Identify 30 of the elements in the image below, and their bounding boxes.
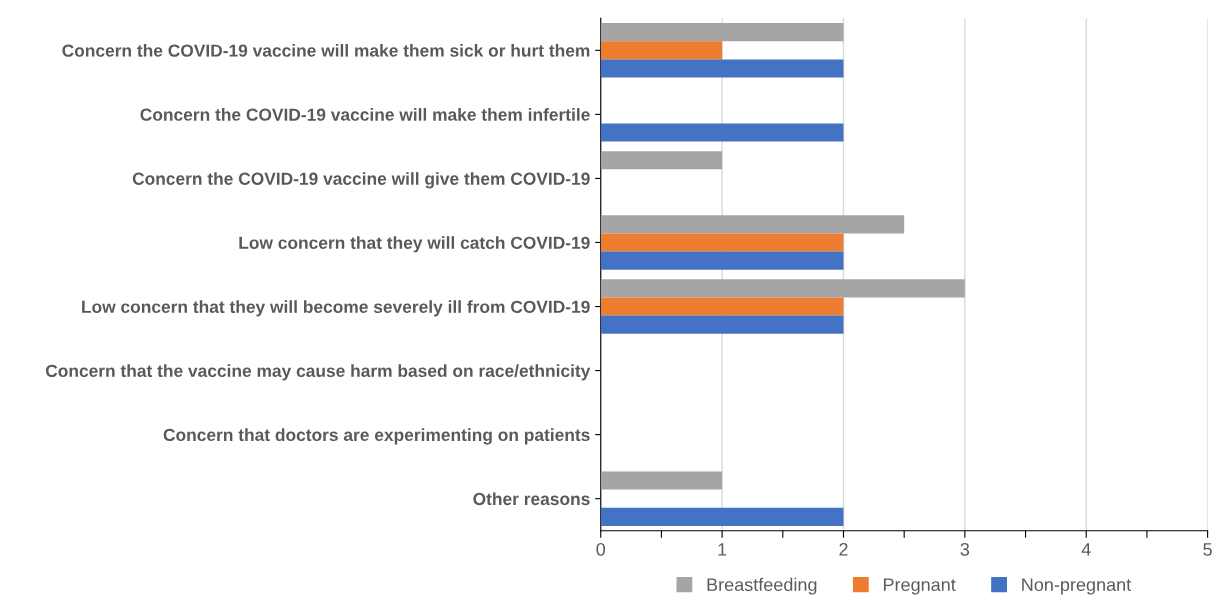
legend-label: Breastfeeding [707,577,817,595]
x-tick-label: 4 [1081,543,1091,556]
legend-label: Non-pregnant [1022,578,1132,595]
bar [600,41,723,60]
y-tick-label: Other reasons [473,492,590,506]
bar [600,507,844,526]
bar [600,315,844,334]
y-tick-label: Low concern that they will catch COVID-19 [239,236,590,253]
bar [600,59,844,78]
bar [600,297,844,316]
bar [600,123,844,142]
y-tick-label: Concern that doctors are experimenting on patients [163,428,590,445]
bar [600,233,844,252]
bar [600,279,965,298]
bar [600,151,723,170]
y-tick-label: Concern the COVID-19 vaccine will give them COVID-19 [132,172,590,189]
y-tick-label: Concern the COVID-19 vaccine will make them infertile [140,108,590,121]
legend-label: Pregnant [883,578,956,595]
y-tick-label: Concern the COVID-19 vaccine will make them sick or hurt them [62,44,590,57]
x-tick-label: 2 [839,542,848,556]
bar [600,23,844,42]
bar [600,215,905,234]
x-tick-label: 5 [1203,543,1212,556]
bar [600,251,844,270]
y-tick-label: Concern that the vaccine may cause harm based on race/ethnicity [45,364,591,381]
x-tick-label: 0 [596,542,606,556]
x-tick-label: 1 [718,543,727,556]
y-tick-label: Low concern that they will become severely ill from COVID-19 [82,300,590,317]
x-tick-label: 3 [960,542,970,556]
bar [600,471,723,490]
